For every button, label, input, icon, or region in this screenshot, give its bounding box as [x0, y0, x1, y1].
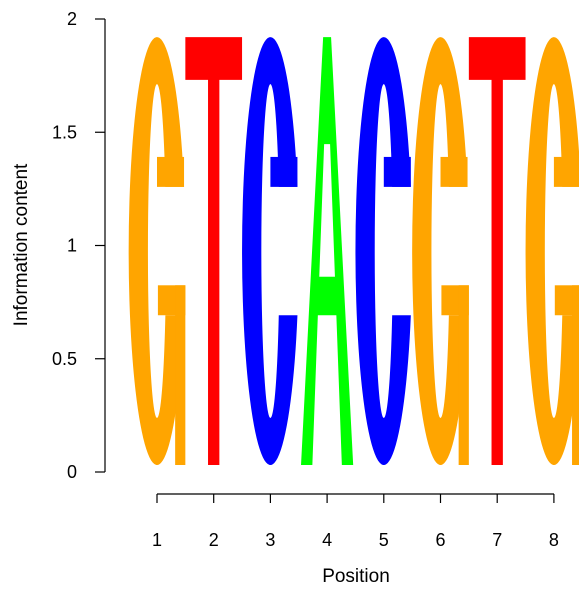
x-axis-title: Position — [322, 566, 390, 587]
x-tick-label-7: 8 — [549, 530, 559, 550]
y-tick-label-4: 2 — [67, 9, 77, 29]
x-tick-label-4: 5 — [379, 530, 389, 550]
y-axis-title: Information content — [11, 163, 32, 326]
logo-letter-1 — [128, 37, 186, 466]
x-tick-label-5: 6 — [435, 530, 445, 550]
logo-letter-6 — [412, 37, 469, 466]
y-tick-label-2: 1 — [67, 236, 77, 256]
logo-letter-4 — [301, 37, 354, 466]
y-tick-label-1: 0.5 — [52, 349, 77, 369]
logo-letter-8 — [525, 37, 579, 465]
x-tick-label-1: 2 — [209, 530, 219, 550]
logo-letters — [128, 37, 579, 466]
logo-letter-7 — [468, 37, 526, 466]
logo-letter-5 — [355, 37, 411, 466]
x-axis: 1 2 3 4 5 6 7 8 — [152, 493, 559, 550]
y-tick-label-0: 0 — [67, 462, 77, 482]
y-axis: 0 0.5 1 1.5 2 — [52, 9, 106, 482]
x-tick-label-6: 7 — [492, 530, 502, 550]
x-tick-label-0: 1 — [152, 530, 162, 550]
logo-letter-3 — [242, 37, 298, 466]
y-tick-label-3: 1.5 — [52, 122, 77, 142]
logo-letter-2 — [185, 37, 243, 466]
x-tick-label-2: 3 — [265, 530, 275, 550]
x-tick-label-3: 4 — [322, 530, 332, 550]
